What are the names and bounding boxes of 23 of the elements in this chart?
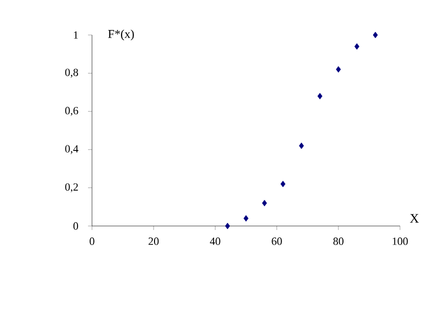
- x-tick-label: 60: [272, 238, 282, 245]
- point: [280, 180, 286, 188]
- x-tick-label: 0: [90, 238, 94, 245]
- y-tick-label: 0: [73, 222, 78, 230]
- y-tick-label: 0,4: [65, 145, 78, 154]
- y-tick-label: 1: [74, 31, 78, 39]
- y-tick-label: 0,2: [65, 183, 78, 192]
- point: [262, 200, 267, 206]
- point: [354, 43, 360, 50]
- point: [372, 32, 378, 38]
- point: [244, 215, 248, 222]
- point: [336, 66, 341, 73]
- y-tick-label: 0,6: [65, 106, 78, 116]
- point: [317, 92, 322, 100]
- y-tick-label: 0,8: [65, 68, 78, 78]
- x-tick-label: 80: [333, 238, 344, 245]
- y-axis-title: F*(x): [108, 30, 134, 40]
- x-tick-label: 100: [392, 238, 408, 245]
- point: [225, 222, 230, 230]
- point: [298, 142, 304, 149]
- x-tick-label: 20: [148, 238, 159, 245]
- x-axis-title: X: [410, 214, 419, 223]
- x-tick-label: 40: [210, 238, 220, 245]
